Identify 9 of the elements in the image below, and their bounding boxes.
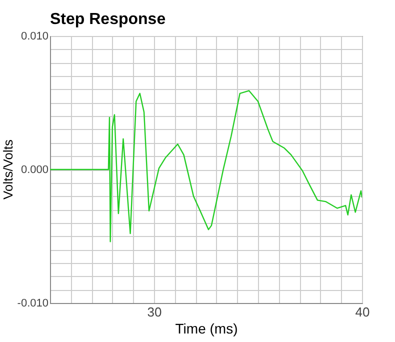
y-tick-label: 0.000: [20, 164, 48, 176]
y-tick-label: 0.010: [20, 30, 48, 42]
chart-title: Step Response: [50, 11, 166, 28]
x-tick-label: 40: [355, 304, 370, 320]
y-axis-title: Volts/Volts: [0, 139, 16, 200]
y-tick-label: -0.010: [17, 298, 48, 310]
x-axis-title: Time (ms): [175, 320, 238, 336]
line-series: [50, 90, 362, 242]
x-tick-label: 30: [147, 304, 162, 320]
